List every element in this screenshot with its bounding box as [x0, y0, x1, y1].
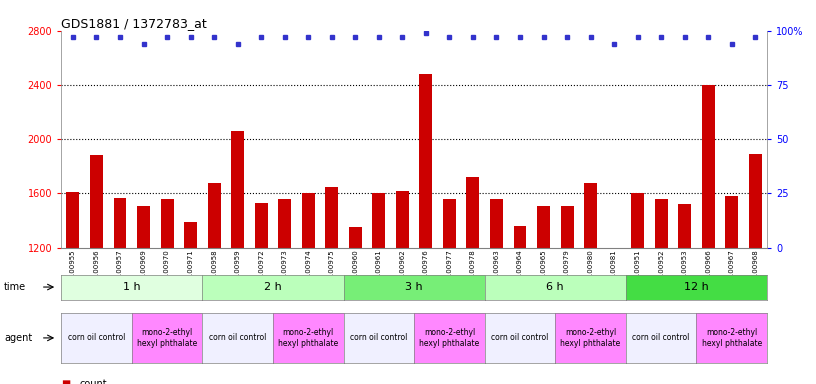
- Bar: [561, 206, 574, 248]
- Text: agent: agent: [4, 333, 33, 343]
- Bar: [326, 187, 339, 248]
- Bar: [467, 177, 480, 248]
- Bar: [443, 199, 456, 248]
- Text: mono-2-ethyl
hexyl phthalate: mono-2-ethyl hexyl phthalate: [561, 328, 621, 348]
- Text: 12 h: 12 h: [684, 282, 709, 292]
- Bar: [513, 226, 526, 248]
- Text: count: count: [79, 379, 107, 384]
- Text: 2 h: 2 h: [264, 282, 282, 292]
- Bar: [90, 156, 103, 248]
- Bar: [231, 131, 244, 248]
- Bar: [654, 199, 667, 248]
- Text: mono-2-ethyl
hexyl phthalate: mono-2-ethyl hexyl phthalate: [419, 328, 480, 348]
- Bar: [725, 196, 738, 248]
- Bar: [631, 194, 644, 248]
- Text: corn oil control: corn oil control: [350, 333, 407, 343]
- Text: corn oil control: corn oil control: [209, 333, 266, 343]
- Text: corn oil control: corn oil control: [491, 333, 548, 343]
- Bar: [372, 194, 385, 248]
- Text: GDS1881 / 1372783_at: GDS1881 / 1372783_at: [61, 17, 207, 30]
- Bar: [749, 154, 762, 248]
- Text: mono-2-ethyl
hexyl phthalate: mono-2-ethyl hexyl phthalate: [137, 328, 197, 348]
- Text: time: time: [4, 282, 26, 292]
- Bar: [678, 204, 691, 248]
- Bar: [608, 248, 621, 252]
- Bar: [302, 194, 315, 248]
- Bar: [113, 197, 126, 248]
- Bar: [255, 203, 268, 248]
- Bar: [66, 192, 79, 248]
- Text: corn oil control: corn oil control: [632, 333, 690, 343]
- Bar: [490, 199, 503, 248]
- Text: 3 h: 3 h: [406, 282, 423, 292]
- Bar: [702, 85, 715, 248]
- Bar: [278, 199, 291, 248]
- Bar: [396, 191, 409, 248]
- Bar: [348, 227, 361, 248]
- Text: 1 h: 1 h: [123, 282, 140, 292]
- Bar: [419, 74, 432, 248]
- Bar: [137, 206, 150, 248]
- Text: ■: ■: [61, 379, 70, 384]
- Text: corn oil control: corn oil control: [68, 333, 125, 343]
- Bar: [537, 206, 550, 248]
- Text: 6 h: 6 h: [547, 282, 564, 292]
- Bar: [584, 183, 597, 248]
- Bar: [184, 222, 197, 248]
- Bar: [207, 183, 220, 248]
- Text: mono-2-ethyl
hexyl phthalate: mono-2-ethyl hexyl phthalate: [278, 328, 339, 348]
- Bar: [161, 199, 174, 248]
- Text: mono-2-ethyl
hexyl phthalate: mono-2-ethyl hexyl phthalate: [702, 328, 762, 348]
